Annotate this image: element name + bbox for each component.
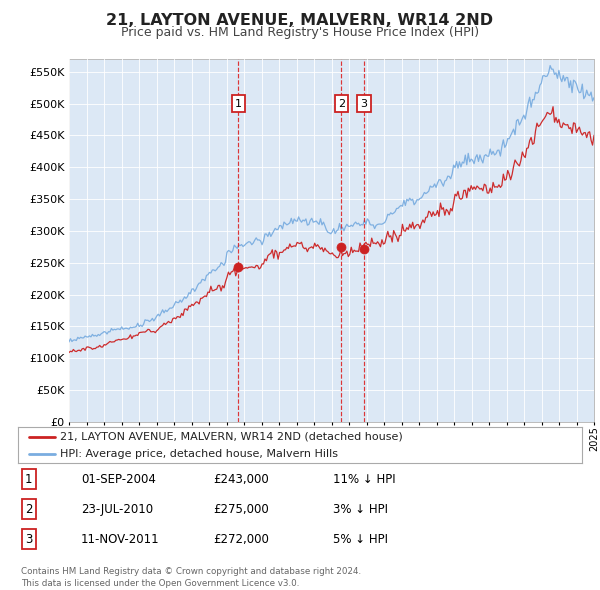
Text: 2: 2 bbox=[338, 99, 345, 109]
Text: 21, LAYTON AVENUE, MALVERN, WR14 2ND: 21, LAYTON AVENUE, MALVERN, WR14 2ND bbox=[106, 13, 494, 28]
Text: £272,000: £272,000 bbox=[213, 533, 269, 546]
Text: £243,000: £243,000 bbox=[213, 473, 269, 486]
Text: 23-JUL-2010: 23-JUL-2010 bbox=[81, 503, 153, 516]
Text: 21, LAYTON AVENUE, MALVERN, WR14 2ND (detached house): 21, LAYTON AVENUE, MALVERN, WR14 2ND (de… bbox=[60, 432, 403, 442]
Text: Price paid vs. HM Land Registry's House Price Index (HPI): Price paid vs. HM Land Registry's House … bbox=[121, 26, 479, 39]
Text: 1: 1 bbox=[235, 99, 242, 109]
Text: 3: 3 bbox=[25, 533, 32, 546]
Text: 3: 3 bbox=[361, 99, 368, 109]
Text: HPI: Average price, detached house, Malvern Hills: HPI: Average price, detached house, Malv… bbox=[60, 449, 338, 459]
Text: 1: 1 bbox=[25, 473, 32, 486]
Text: 11-NOV-2011: 11-NOV-2011 bbox=[81, 533, 160, 546]
Text: 2: 2 bbox=[25, 503, 32, 516]
Text: 11% ↓ HPI: 11% ↓ HPI bbox=[333, 473, 395, 486]
Text: 5% ↓ HPI: 5% ↓ HPI bbox=[333, 533, 388, 546]
Text: 3% ↓ HPI: 3% ↓ HPI bbox=[333, 503, 388, 516]
Text: £275,000: £275,000 bbox=[213, 503, 269, 516]
Text: 01-SEP-2004: 01-SEP-2004 bbox=[81, 473, 156, 486]
Text: Contains HM Land Registry data © Crown copyright and database right 2024.
This d: Contains HM Land Registry data © Crown c… bbox=[21, 568, 361, 588]
